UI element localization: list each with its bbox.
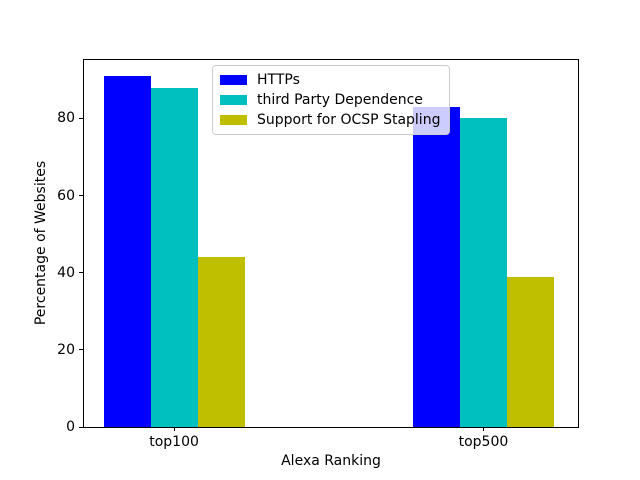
legend-label-third-party: third Party Dependence: [257, 92, 423, 108]
x-tick-mark: [173, 427, 175, 431]
y-tick-mark: [79, 349, 83, 351]
legend-swatch-third-party-icon: [220, 95, 247, 105]
bar-series1-top500: [459, 118, 507, 427]
legend-item-third-party: third Party Dependence: [220, 93, 440, 107]
bar-series2-top100: [197, 257, 245, 427]
legend-label-https: HTTPs: [257, 72, 300, 88]
bar-series2-top500: [506, 276, 554, 427]
legend-label-ocsp: Support for OCSP Stapling: [257, 112, 441, 128]
legend: HTTPs third Party Dependence Support for…: [212, 65, 451, 135]
y-tick-label: 0: [66, 419, 75, 435]
y-tick-label: 20: [57, 341, 75, 358]
x-tick-mark: [482, 427, 484, 431]
legend-swatch-ocsp-icon: [220, 115, 247, 125]
x-tick-label: top500: [458, 434, 509, 450]
y-tick-label: 60: [57, 187, 75, 204]
y-tick-label: 40: [57, 264, 75, 281]
y-tick-mark: [79, 117, 83, 119]
y-tick-mark: [79, 195, 83, 197]
y-tick-mark: [79, 272, 83, 274]
y-tick-mark: [79, 426, 83, 428]
bar-series0-top500: [412, 106, 460, 427]
y-axis-label: Percentage of Websites: [33, 160, 49, 326]
bar-series1-top100: [150, 87, 198, 427]
bar-series0-top100: [103, 75, 151, 427]
y-tick-label: 80: [57, 110, 75, 127]
x-tick-label: top100: [149, 434, 199, 450]
legend-item-https: HTTPs: [220, 73, 440, 87]
legend-swatch-https-icon: [220, 75, 247, 85]
legend-item-ocsp: Support for OCSP Stapling: [220, 113, 440, 127]
x-axis-label: Alexa Ranking: [281, 453, 381, 469]
